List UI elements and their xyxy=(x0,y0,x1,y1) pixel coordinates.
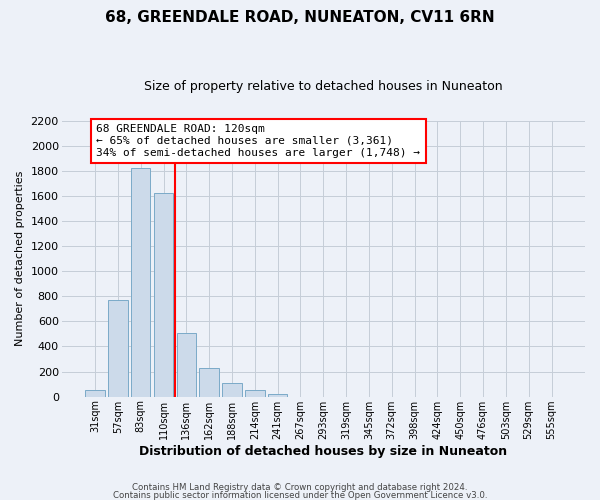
Bar xyxy=(245,390,265,396)
Text: Contains public sector information licensed under the Open Government Licence v3: Contains public sector information licen… xyxy=(113,490,487,500)
Text: 68 GREENDALE ROAD: 120sqm
← 65% of detached houses are smaller (3,361)
34% of se: 68 GREENDALE ROAD: 120sqm ← 65% of detac… xyxy=(96,124,420,158)
Bar xyxy=(223,384,242,396)
Bar xyxy=(85,390,105,396)
Bar xyxy=(268,394,287,396)
Text: Contains HM Land Registry data © Crown copyright and database right 2024.: Contains HM Land Registry data © Crown c… xyxy=(132,484,468,492)
Bar xyxy=(108,300,128,396)
Bar xyxy=(199,368,219,396)
Bar xyxy=(154,194,173,396)
X-axis label: Distribution of detached houses by size in Nuneaton: Distribution of detached houses by size … xyxy=(139,444,508,458)
Title: Size of property relative to detached houses in Nuneaton: Size of property relative to detached ho… xyxy=(144,80,503,93)
Y-axis label: Number of detached properties: Number of detached properties xyxy=(15,171,25,346)
Bar xyxy=(176,332,196,396)
Bar xyxy=(131,168,151,396)
Text: 68, GREENDALE ROAD, NUNEATON, CV11 6RN: 68, GREENDALE ROAD, NUNEATON, CV11 6RN xyxy=(105,10,495,25)
